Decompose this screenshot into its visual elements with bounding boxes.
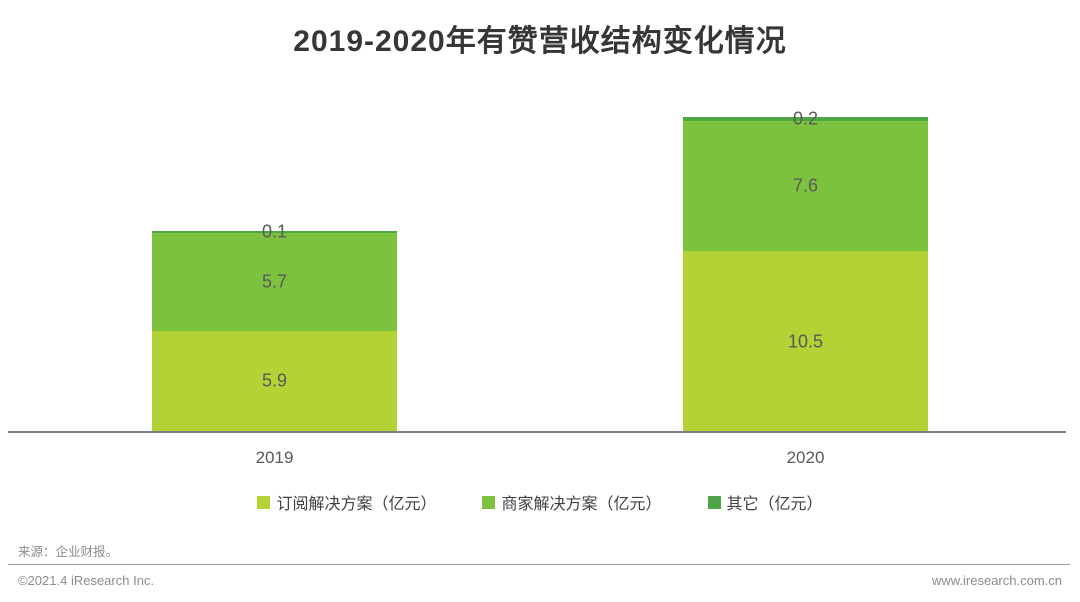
legend-item: 商家解决方案（亿元） xyxy=(482,490,662,514)
legend-item: 其它（亿元） xyxy=(707,490,823,514)
bar-2019: 5.9 5.7 0.1 xyxy=(152,221,397,432)
data-label: 5.7 xyxy=(261,271,288,292)
legend-swatch xyxy=(257,495,271,509)
x-axis-label: 2020 xyxy=(786,448,825,467)
data-label: 0.1 xyxy=(261,221,288,242)
chart-title: 2019-2020年有赞营收结构变化情况 xyxy=(293,25,787,58)
data-label: 10.5 xyxy=(787,331,824,352)
bar-segment: 0.2 xyxy=(683,108,928,128)
x-axis-line xyxy=(8,431,1066,433)
legend-label: 其它（亿元） xyxy=(726,496,823,513)
x-axis-label: 2019 xyxy=(255,448,294,467)
bar-segment: 7.6 xyxy=(683,120,928,252)
bar-segment: 5.7 xyxy=(152,232,397,331)
data-label: 7.6 xyxy=(792,175,819,196)
legend: 订阅解决方案（亿元） 商家解决方案（亿元） 其它（亿元） xyxy=(0,490,1080,514)
plot-area: 5.9 5.7 0.1 10.5 7.6 0.2 xyxy=(0,70,1080,433)
bar-segment: 10.5 xyxy=(683,251,928,432)
data-label: 0.2 xyxy=(792,108,819,129)
bar-segment: 0.1 xyxy=(152,221,397,241)
footer-divider xyxy=(8,564,1070,565)
legend-label: 商家解决方案（亿元） xyxy=(501,496,662,513)
legend-swatch xyxy=(707,495,721,509)
legend-label: 订阅解决方案（亿元） xyxy=(276,496,437,513)
legend-item: 订阅解决方案（亿元） xyxy=(257,490,436,514)
website-text: www.iresearch.com.cn xyxy=(931,573,1062,588)
copyright-text: ©2021.4 iResearch Inc. xyxy=(18,573,155,588)
bar-segment: 5.9 xyxy=(152,330,397,432)
data-label: 5.9 xyxy=(261,370,288,391)
legend-swatch xyxy=(482,495,496,509)
source-note: 来源：企业财报。 xyxy=(18,545,119,559)
bar-2020: 10.5 7.6 0.2 xyxy=(683,108,928,432)
